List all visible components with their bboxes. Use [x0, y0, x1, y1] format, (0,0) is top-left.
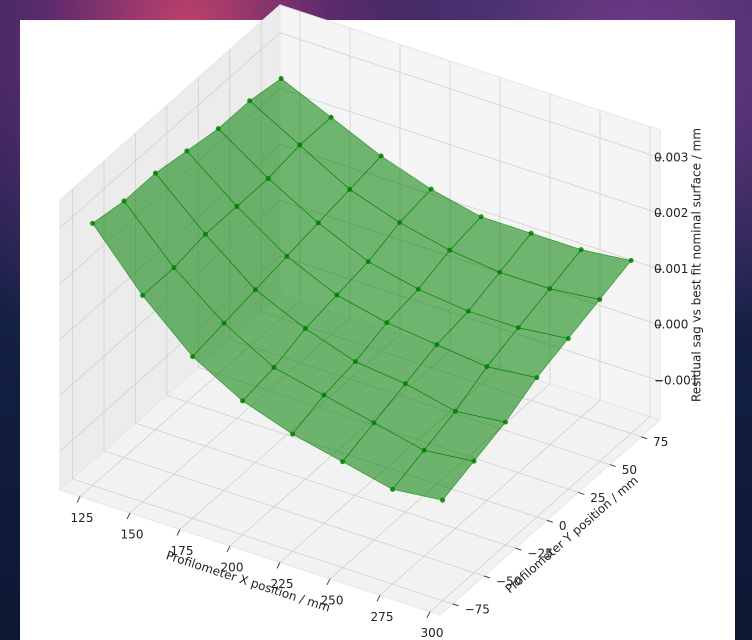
- data-point: [184, 148, 189, 153]
- data-point: [353, 359, 358, 364]
- data-point: [379, 153, 384, 158]
- x-tick-label: 125: [71, 511, 94, 525]
- data-point: [397, 220, 402, 225]
- data-point: [516, 325, 521, 330]
- data-point: [434, 342, 439, 347]
- data-point: [297, 143, 302, 148]
- data-point: [272, 365, 277, 370]
- x-tick-label: 300: [421, 626, 444, 640]
- data-point: [247, 98, 252, 103]
- data-point: [290, 432, 295, 437]
- z-tick-label: 0.002: [654, 206, 688, 220]
- data-point: [547, 286, 552, 291]
- y-tick-label: −75: [465, 602, 490, 616]
- data-point: [122, 199, 127, 204]
- data-point: [447, 248, 452, 253]
- data-point: [234, 204, 239, 209]
- data-point: [597, 297, 602, 302]
- data-point: [153, 171, 158, 176]
- x-tick-label: 150: [121, 528, 144, 542]
- data-point: [253, 287, 258, 292]
- data-point: [216, 126, 221, 131]
- data-point: [279, 76, 284, 81]
- data-point: [334, 293, 339, 298]
- data-point: [284, 254, 289, 259]
- data-point: [422, 448, 427, 453]
- data-point: [316, 220, 321, 225]
- data-point: [529, 231, 534, 236]
- data-point: [372, 420, 377, 425]
- data-point: [479, 214, 484, 219]
- data-point: [497, 270, 502, 275]
- data-point: [390, 487, 395, 492]
- data-point: [203, 232, 208, 237]
- x-tick-label: 275: [371, 610, 394, 624]
- z-tick-label: 0.003: [654, 150, 688, 164]
- data-point: [579, 247, 584, 252]
- data-point: [190, 354, 195, 359]
- data-point: [240, 398, 245, 403]
- data-point: [484, 364, 489, 369]
- z-tick-label: 0.000: [654, 318, 688, 332]
- data-point: [534, 375, 539, 380]
- data-point: [347, 187, 352, 192]
- data-point: [329, 115, 334, 120]
- data-point: [416, 287, 421, 292]
- data-point: [453, 409, 458, 414]
- data-point: [222, 321, 227, 326]
- data-point: [140, 293, 145, 298]
- data-point: [340, 459, 345, 464]
- data-point: [429, 187, 434, 192]
- data-point: [466, 309, 471, 314]
- data-point: [403, 381, 408, 386]
- data-point: [629, 258, 634, 263]
- z-axis-label: Residual sag vs best fit nominal surface…: [690, 128, 704, 402]
- data-point: [303, 326, 308, 331]
- data-point: [172, 265, 177, 270]
- data-point: [90, 221, 95, 226]
- data-point: [472, 459, 477, 464]
- data-point: [384, 320, 389, 325]
- chart: 125150175200225250275300−75−50−250255075…: [0, 0, 752, 640]
- data-point: [266, 176, 271, 181]
- data-point: [366, 259, 371, 264]
- data-point: [440, 498, 445, 503]
- data-point: [322, 393, 327, 398]
- data-point: [503, 420, 508, 425]
- z-tick-label: 0.001: [654, 262, 688, 276]
- data-point: [566, 336, 571, 341]
- y-tick-label: 75: [653, 435, 668, 449]
